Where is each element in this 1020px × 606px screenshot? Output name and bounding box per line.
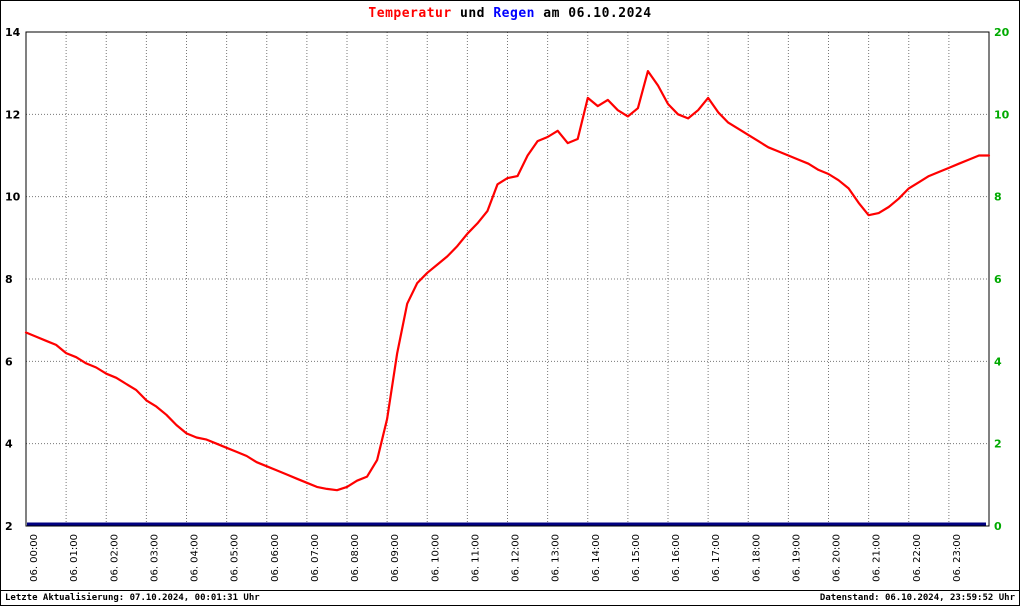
y-axis-label-right: 8: [994, 191, 1002, 204]
x-axis-label: 06. 17:00: [711, 534, 722, 582]
x-axis-label: 06. 01:00: [69, 534, 80, 582]
x-axis-label: 06. 10:00: [430, 534, 441, 582]
y-axis-label-left: 14: [5, 26, 21, 39]
y-axis-label-left: 8: [5, 273, 13, 286]
y-axis-label-left: 12: [5, 108, 20, 121]
x-axis-label: 06. 07:00: [310, 534, 321, 582]
x-axis-label: 06. 09:00: [390, 534, 401, 582]
x-axis-label: 06. 05:00: [230, 534, 241, 582]
chart-title: Temperatur und Regen am 06.10.2024: [1, 6, 1019, 21]
y-axis-label-right: 20: [994, 26, 1010, 39]
x-axis-label: 06. 11:00: [470, 534, 481, 582]
x-axis-label: 06. 18:00: [751, 534, 762, 582]
plot-border: [25, 31, 990, 527]
x-axis-label: 06. 15:00: [631, 534, 642, 582]
x-axis-label: 06. 20:00: [832, 534, 843, 582]
y-axis-label-right: 10: [994, 108, 1010, 121]
y-axis-label-right: 6: [994, 273, 1002, 286]
last-update-text: Letzte Aktualisierung: 07.10.2024, 00:01…: [5, 593, 260, 603]
footer-bar: Letzte Aktualisierung: 07.10.2024, 00:01…: [1, 590, 1019, 605]
y-axis-label-left: 6: [5, 355, 13, 368]
title-part: Temperatur: [368, 6, 452, 21]
y-axis-label-left: 10: [5, 191, 21, 204]
title-part: am 06.10.2024: [534, 6, 652, 21]
title-part: und: [451, 6, 494, 21]
y-axis-label-left: 4: [5, 438, 13, 451]
x-axis-label: 06. 04:00: [190, 534, 201, 582]
x-axis-label: 06. 14:00: [591, 534, 602, 582]
y-axis-label-left: 2: [5, 520, 13, 533]
x-axis-label: 06. 02:00: [109, 534, 120, 582]
y-axis-label-right: 4: [994, 355, 1002, 368]
x-axis-label: 06. 13:00: [551, 534, 562, 582]
x-axis-label: 06. 23:00: [952, 534, 963, 582]
data-timestamp-text: Datenstand: 06.10.2024, 23:59:52 Uhr: [819, 593, 1015, 603]
x-axis-label: 06. 12:00: [511, 534, 522, 582]
y-axis-label-right: 0: [994, 520, 1002, 533]
x-axis-label: 06. 00:00: [29, 534, 40, 582]
x-axis-label: 06. 16:00: [671, 534, 682, 582]
y-axis-label-right: 2: [994, 438, 1002, 451]
title-part: Regen: [493, 6, 535, 21]
x-axis-label: 06. 06:00: [270, 534, 281, 582]
x-axis-label: 06. 08:00: [350, 534, 361, 582]
x-axis-label: 06. 03:00: [149, 534, 160, 582]
x-axis-label: 06. 19:00: [791, 534, 802, 582]
x-axis-label: 06. 21:00: [872, 534, 883, 582]
x-axis-label: 06. 22:00: [912, 534, 923, 582]
temperature-line: [24, 69, 991, 492]
